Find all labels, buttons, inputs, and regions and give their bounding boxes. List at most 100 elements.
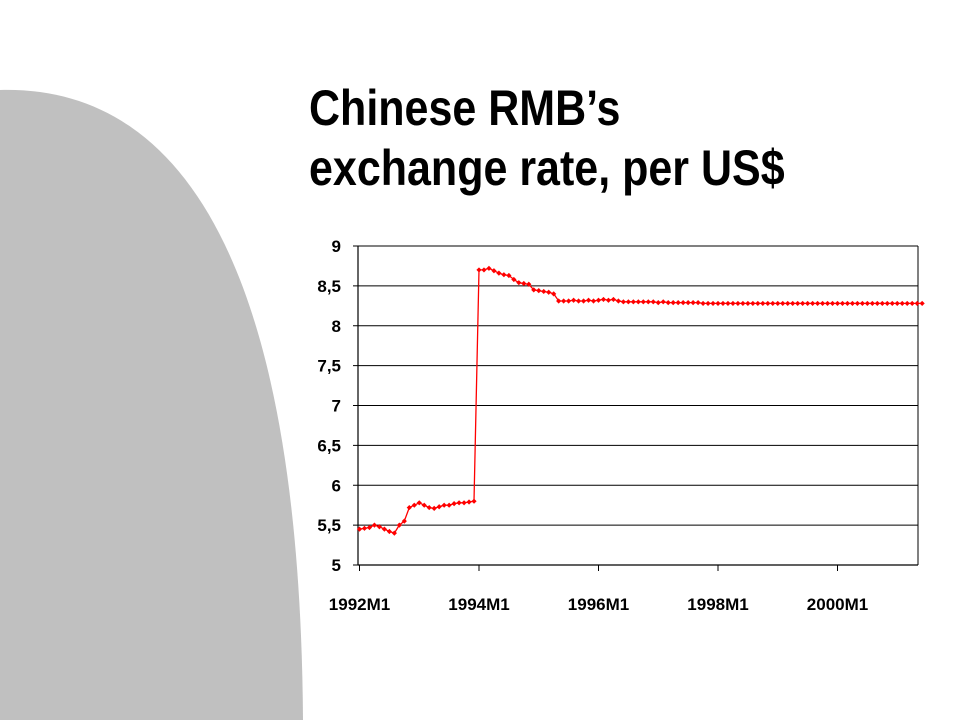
data-point xyxy=(486,265,492,271)
data-point xyxy=(829,300,836,307)
data-point xyxy=(650,299,656,305)
data-point xyxy=(376,524,383,530)
data-point xyxy=(720,300,726,307)
x-tick-label: 2000M1 xyxy=(807,595,868,614)
data-point xyxy=(839,300,846,307)
data-point xyxy=(541,288,547,295)
data-point xyxy=(605,297,612,303)
series-line xyxy=(359,267,923,534)
data-point xyxy=(844,300,851,307)
y-tick-label: 7,5 xyxy=(317,357,341,376)
title-line-2: exchange rate, per US$ xyxy=(309,140,785,196)
data-point xyxy=(620,299,626,305)
data-point xyxy=(745,300,751,307)
data-point xyxy=(834,300,841,307)
data-point xyxy=(904,300,910,307)
data-point xyxy=(466,499,472,505)
x-tick-label: 1992M1 xyxy=(329,595,390,614)
data-point xyxy=(371,522,378,528)
data-point xyxy=(615,298,622,304)
data-point xyxy=(476,267,482,273)
data-point xyxy=(416,500,422,506)
data-point xyxy=(551,291,557,297)
data-point xyxy=(575,298,582,304)
y-tick-label: 8 xyxy=(332,317,341,336)
data-point xyxy=(685,300,691,306)
data-point xyxy=(426,504,432,511)
data-point xyxy=(775,300,781,307)
y-tick-label: 6,5 xyxy=(317,436,341,455)
data-point xyxy=(501,272,507,278)
data-point xyxy=(805,300,811,307)
data-point xyxy=(471,498,477,504)
data-point xyxy=(690,300,696,306)
data-point xyxy=(670,300,676,306)
data-point xyxy=(610,296,617,303)
data-point xyxy=(755,300,761,307)
data-point xyxy=(461,500,467,506)
data-point xyxy=(810,300,816,307)
slide-title: Chinese RMB’s exchange rate, per US$ xyxy=(309,78,785,198)
y-tick-label: 7 xyxy=(332,397,341,416)
data-point xyxy=(914,300,920,307)
data-point xyxy=(441,502,447,508)
data-point xyxy=(590,298,597,304)
data-point xyxy=(391,530,397,536)
data-point xyxy=(491,268,497,274)
y-tick-label: 9 xyxy=(332,237,341,256)
y-tick-label: 8,5 xyxy=(317,277,341,296)
data-point xyxy=(511,276,517,283)
data-point xyxy=(595,297,602,303)
data-point xyxy=(521,280,527,287)
title-line-1: Chinese RMB’s xyxy=(309,80,621,136)
y-tick-label: 5,5 xyxy=(317,516,341,535)
data-point xyxy=(401,518,407,524)
data-point xyxy=(819,300,826,307)
data-point xyxy=(705,300,711,307)
data-point xyxy=(421,502,427,508)
data-point xyxy=(526,281,532,287)
data-point xyxy=(795,300,801,307)
data-point xyxy=(635,299,641,305)
data-point xyxy=(386,528,392,535)
data-point xyxy=(630,299,636,305)
data-point xyxy=(356,526,363,532)
data-point xyxy=(481,267,487,273)
y-tick-label: 6 xyxy=(332,476,341,495)
data-point xyxy=(849,300,856,307)
data-point xyxy=(561,298,567,304)
data-point xyxy=(894,300,900,307)
data-point xyxy=(600,296,607,303)
data-point xyxy=(451,500,457,507)
data-point xyxy=(506,272,512,279)
data-point xyxy=(446,502,452,508)
x-tick-label: 1994M1 xyxy=(448,595,509,614)
data-point xyxy=(580,298,587,304)
data-point xyxy=(556,298,562,304)
data-point xyxy=(864,300,870,307)
data-point xyxy=(730,300,736,307)
data-point xyxy=(436,504,442,510)
data-point xyxy=(715,300,721,307)
data-point xyxy=(655,300,661,306)
data-point xyxy=(665,300,671,306)
data-point xyxy=(785,300,791,307)
data-point xyxy=(516,280,522,286)
data-point xyxy=(640,299,646,305)
data-point xyxy=(700,300,706,307)
data-point xyxy=(396,522,402,528)
data-point xyxy=(824,300,831,307)
data-point xyxy=(780,300,786,307)
data-point xyxy=(740,300,746,307)
y-tick-label: 5 xyxy=(332,556,341,575)
data-point xyxy=(909,300,915,307)
data-point xyxy=(431,505,437,511)
data-point xyxy=(874,300,880,307)
data-point xyxy=(571,297,577,303)
data-point xyxy=(725,300,731,307)
data-point xyxy=(585,297,592,303)
data-point xyxy=(790,300,796,307)
data-point xyxy=(406,504,412,511)
data-point xyxy=(411,502,417,508)
